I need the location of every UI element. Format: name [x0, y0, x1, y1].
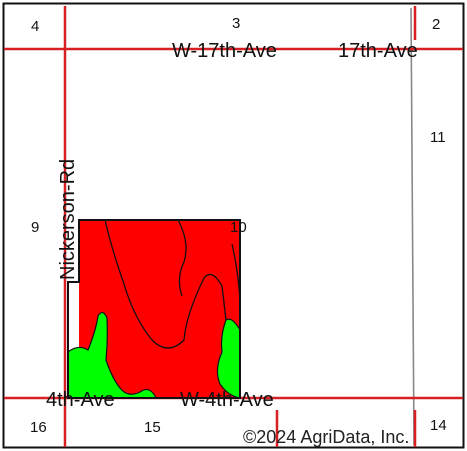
- field-boundary: [67, 219, 241, 399]
- section-label-16: 16: [30, 419, 47, 436]
- road-label-w4th: W-4th-Ave: [180, 389, 274, 411]
- soil-boundary-1: [104, 219, 227, 349]
- field-soil-green-se: [216, 318, 241, 399]
- soil-boundary-2: [177, 219, 187, 297]
- section-label-14: 14: [430, 417, 447, 434]
- section-label-10: 10: [230, 219, 247, 236]
- copyright-notice: ©2024 AgriData, Inc.: [243, 427, 409, 447]
- road-label-nickerson: Nickerson-Rd: [57, 159, 79, 280]
- field-polygon[interactable]: [67, 219, 241, 399]
- section-label-4: 4: [31, 18, 39, 35]
- road-label-w17th: W-17th-Ave: [172, 40, 277, 62]
- railroad-line: [410, 7, 415, 446]
- field-soil-green-sw: [67, 311, 157, 399]
- section-label-3: 3: [232, 15, 240, 32]
- section-label-2: 2: [432, 16, 440, 33]
- section-label-9: 9: [31, 219, 39, 236]
- road-label-17th: 17th-Ave: [338, 40, 418, 62]
- section-label-15: 15: [144, 419, 161, 436]
- road-label-4th: 4th-Ave: [46, 389, 115, 411]
- section-label-11: 11: [430, 129, 446, 146]
